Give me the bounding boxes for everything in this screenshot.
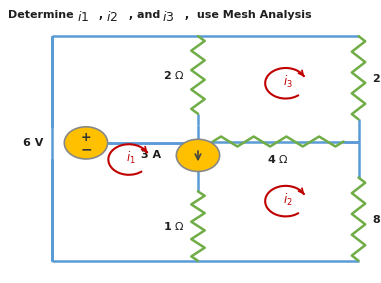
Text: −: − <box>80 142 92 156</box>
Text: +: + <box>81 131 91 144</box>
Text: 1 $\Omega$: 1 $\Omega$ <box>163 220 185 232</box>
Text: $i_1$: $i_1$ <box>126 150 136 166</box>
Circle shape <box>176 139 219 171</box>
Text: ,: , <box>95 10 103 20</box>
Circle shape <box>64 127 107 159</box>
Text: 2 $\Omega$: 2 $\Omega$ <box>371 72 381 84</box>
Text: 4 $\Omega$: 4 $\Omega$ <box>267 153 289 165</box>
Text: 8 $\Omega$: 8 $\Omega$ <box>371 213 381 225</box>
Text: 2 $\Omega$: 2 $\Omega$ <box>163 69 185 81</box>
Text: Determine: Determine <box>8 10 77 20</box>
Text: ,  use Mesh Analysis: , use Mesh Analysis <box>181 10 312 20</box>
Text: $i_2$: $i_2$ <box>283 192 293 208</box>
Text: $\mathit{i3}$: $\mathit{i3}$ <box>162 10 175 24</box>
Text: $i_3$: $i_3$ <box>283 74 293 90</box>
Text: $\mathit{i2}$: $\mathit{i2}$ <box>107 10 118 24</box>
Text: , and: , and <box>125 10 160 20</box>
Text: $\mathit{i1}$: $\mathit{i1}$ <box>77 10 89 24</box>
Text: 6 V: 6 V <box>22 138 43 148</box>
Text: 3 A: 3 A <box>141 150 162 160</box>
